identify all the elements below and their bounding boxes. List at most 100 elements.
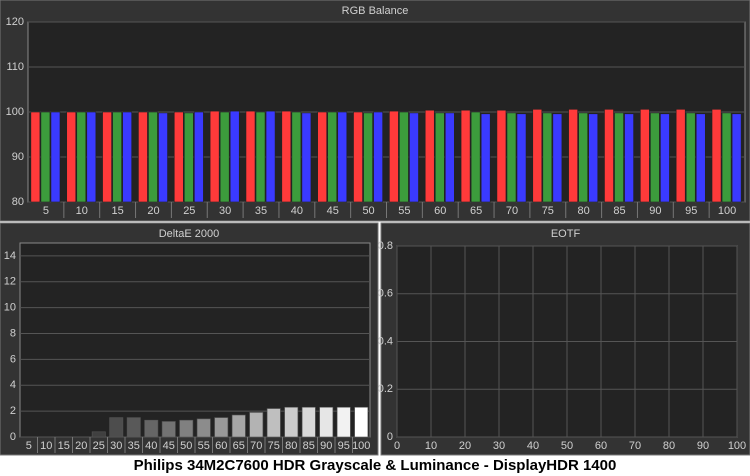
y-tick-label: 90 bbox=[12, 151, 24, 163]
bar bbox=[695, 113, 706, 203]
bar bbox=[138, 111, 148, 203]
x-tick-label: 100 bbox=[352, 440, 370, 452]
bar bbox=[301, 112, 312, 203]
chart-title: RGB Balance bbox=[342, 5, 409, 17]
y-tick-label: 10 bbox=[4, 302, 16, 314]
plot-area bbox=[19, 242, 371, 438]
y-tick-label: 0.8 bbox=[378, 240, 393, 252]
bar bbox=[506, 112, 517, 203]
x-tick-label: 30 bbox=[219, 205, 231, 217]
bar bbox=[40, 111, 51, 203]
y-tick-label: 120 bbox=[6, 16, 24, 28]
x-tick-label: 70 bbox=[506, 205, 518, 217]
bar bbox=[91, 431, 106, 438]
bar bbox=[266, 408, 281, 438]
bar bbox=[214, 417, 229, 438]
bar bbox=[219, 111, 230, 203]
x-tick-label: 100 bbox=[718, 205, 736, 217]
bar bbox=[109, 417, 124, 438]
bar bbox=[373, 111, 383, 203]
bar bbox=[196, 418, 211, 438]
x-tick-label: 80 bbox=[285, 440, 297, 452]
x-tick-label: 90 bbox=[320, 440, 332, 452]
bar bbox=[354, 406, 369, 438]
bar bbox=[470, 111, 481, 203]
bar bbox=[460, 109, 471, 203]
bar bbox=[284, 406, 299, 438]
bar bbox=[179, 419, 194, 438]
bar bbox=[399, 111, 409, 203]
x-tick-label: 35 bbox=[128, 440, 140, 452]
bar bbox=[721, 112, 732, 203]
y-tick-label: 0.6 bbox=[378, 288, 393, 300]
y-tick-label: 0.2 bbox=[378, 383, 393, 395]
bar bbox=[86, 111, 97, 203]
bar bbox=[675, 109, 686, 203]
chart-title: DeltaE 2000 bbox=[159, 228, 220, 240]
bar bbox=[363, 112, 373, 203]
y-tick-label: 100 bbox=[6, 106, 24, 118]
bar bbox=[255, 111, 266, 203]
x-tick-label: 0 bbox=[394, 440, 400, 452]
bar bbox=[231, 414, 246, 438]
bar bbox=[265, 110, 276, 203]
x-tick-label: 20 bbox=[147, 205, 159, 217]
bar bbox=[337, 111, 348, 203]
x-tick-label: 45 bbox=[163, 440, 175, 452]
bar bbox=[480, 113, 491, 203]
bar bbox=[542, 112, 553, 203]
bar bbox=[552, 113, 563, 203]
bar bbox=[389, 110, 399, 203]
x-tick-label: 50 bbox=[362, 205, 374, 217]
bar bbox=[209, 110, 220, 203]
bar bbox=[614, 112, 624, 203]
bar bbox=[281, 110, 292, 203]
bar bbox=[173, 111, 184, 203]
x-tick-label: 25 bbox=[93, 440, 105, 452]
bar bbox=[112, 111, 122, 203]
bar bbox=[126, 417, 141, 438]
x-tick-label: 85 bbox=[303, 440, 315, 452]
y-tick-label: 80 bbox=[12, 196, 24, 208]
bar bbox=[424, 109, 435, 203]
x-tick-label: 30 bbox=[493, 440, 505, 452]
bar bbox=[444, 112, 455, 203]
x-tick-label: 50 bbox=[180, 440, 192, 452]
x-tick-label: 80 bbox=[663, 440, 675, 452]
caption: Philips 34M2C7600 HDR Grayscale & Lumina… bbox=[134, 457, 617, 474]
x-tick-label: 60 bbox=[434, 205, 446, 217]
bar bbox=[301, 406, 316, 438]
y-tick-label: 0 bbox=[10, 431, 16, 443]
bar bbox=[640, 109, 650, 203]
bar bbox=[148, 111, 158, 203]
x-tick-label: 10 bbox=[40, 440, 52, 452]
x-tick-label: 40 bbox=[291, 205, 303, 217]
bar bbox=[409, 112, 419, 203]
x-tick-label: 25 bbox=[183, 205, 195, 217]
bar bbox=[249, 412, 264, 438]
x-tick-label: 40 bbox=[527, 440, 539, 452]
bar bbox=[568, 109, 578, 203]
x-tick-label: 95 bbox=[685, 205, 697, 217]
x-tick-label: 80 bbox=[578, 205, 590, 217]
x-tick-label: 5 bbox=[43, 205, 49, 217]
x-tick-label: 60 bbox=[595, 440, 607, 452]
x-tick-label: 75 bbox=[268, 440, 280, 452]
bar bbox=[604, 109, 614, 203]
y-tick-label: 2 bbox=[10, 405, 16, 417]
x-tick-label: 60 bbox=[215, 440, 227, 452]
bar bbox=[624, 113, 634, 203]
bar bbox=[731, 113, 742, 203]
y-tick-label: 6 bbox=[10, 353, 16, 365]
bar bbox=[194, 111, 204, 203]
y-tick-label: 12 bbox=[4, 276, 16, 288]
x-tick-label: 15 bbox=[58, 440, 70, 452]
bar bbox=[158, 112, 168, 203]
x-tick-label: 10 bbox=[425, 440, 437, 452]
x-tick-label: 70 bbox=[250, 440, 262, 452]
bar bbox=[353, 111, 363, 203]
bar bbox=[434, 112, 445, 203]
x-tick-label: 90 bbox=[697, 440, 709, 452]
bar bbox=[76, 111, 87, 203]
